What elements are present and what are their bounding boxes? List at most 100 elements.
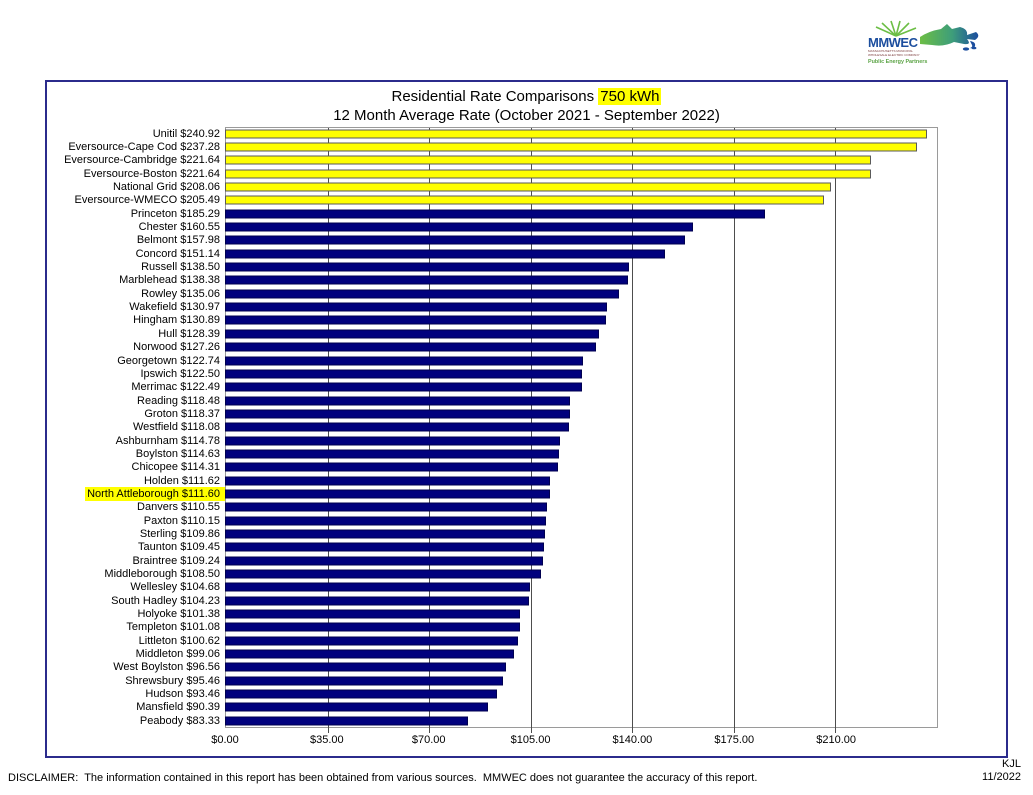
bar-row: Braintree $109.24 xyxy=(47,554,939,567)
bar xyxy=(225,222,693,232)
bar-row: Mansfield $90.39 xyxy=(47,701,939,714)
bar-label: Middleborough $108.50 xyxy=(104,568,220,581)
bar xyxy=(225,529,546,539)
bar-track xyxy=(225,234,939,247)
bar-track xyxy=(225,501,939,514)
bar xyxy=(225,556,544,566)
bar-label: Wellesley $104.68 xyxy=(130,581,220,594)
bar xyxy=(225,289,619,299)
sun-rays-icon xyxy=(875,20,917,37)
bar xyxy=(225,702,489,712)
bar-track xyxy=(225,167,939,180)
bar-label: Shrewsbury $95.46 xyxy=(125,674,220,687)
bar xyxy=(225,369,582,379)
bar-track xyxy=(225,554,939,567)
footer-date: 11/2022 xyxy=(982,771,1021,783)
bar-label: North Attleborough $111.60 xyxy=(85,486,225,501)
bar-track xyxy=(225,634,939,647)
bar xyxy=(225,542,544,552)
x-axis-label: $140.00 xyxy=(612,734,653,746)
bar-row: National Grid $208.06 xyxy=(47,180,939,193)
bar xyxy=(225,396,571,406)
bar-track xyxy=(225,367,939,380)
bar-label: Eversource-Cambridge $221.64 xyxy=(64,154,220,167)
bar-row: Chester $160.55 xyxy=(47,220,939,233)
bar-label: Concord $151.14 xyxy=(135,247,220,260)
bar xyxy=(225,209,765,219)
bar-label: West Boylston $96.56 xyxy=(113,661,220,674)
bar-label: Ipswich $122.50 xyxy=(140,367,221,380)
bar-track xyxy=(225,220,939,233)
bar-rows: Unitil $240.92 Eversource-Cape Cod $237.2… xyxy=(47,127,939,728)
island-icon xyxy=(962,47,970,51)
bar-track xyxy=(225,607,939,620)
bar xyxy=(225,689,498,699)
bar-label: Hudson $93.46 xyxy=(145,688,220,701)
bar-label: Wakefield $130.97 xyxy=(129,301,220,314)
bar-row: Boylston $114.63 xyxy=(47,447,939,460)
bar xyxy=(225,489,551,499)
bar-row: Eversource-WMECO $205.49 xyxy=(47,194,939,207)
massachusetts-map-icon xyxy=(920,24,979,46)
bar xyxy=(225,356,583,366)
bar-row: Middleton $99.06 xyxy=(47,647,939,660)
bar xyxy=(225,516,546,526)
bar xyxy=(225,636,519,646)
bar-label: Norwood $127.26 xyxy=(133,341,220,354)
bar-track xyxy=(225,300,939,313)
bar-label: Ashburnham $114.78 xyxy=(115,434,220,447)
bar-track xyxy=(225,127,939,140)
bar-track xyxy=(225,541,939,554)
bar-row: Unitil $240.92 xyxy=(47,127,939,140)
bar-track xyxy=(225,154,939,167)
bar-label: Taunton $109.45 xyxy=(138,541,220,554)
bar-label: Boylston $114.63 xyxy=(135,447,220,460)
bar-track xyxy=(225,527,939,540)
bar-row: Paxton $110.15 xyxy=(47,514,939,527)
bar xyxy=(225,502,548,512)
x-axis-label: $0.00 xyxy=(211,734,239,746)
bar-row: Templeton $101.08 xyxy=(47,621,939,634)
bar-track xyxy=(225,394,939,407)
bar xyxy=(225,662,507,672)
bar-row: Eversource-Cape Cod $237.28 xyxy=(47,140,939,153)
bar-label: Mansfield $90.39 xyxy=(136,701,220,714)
mmwec-logo-graphic: MMWEC MASSACHUSETTS MUNICIPAL WHOLESALE … xyxy=(868,20,979,65)
bar-track xyxy=(225,647,939,660)
x-axis-label: $175.00 xyxy=(714,734,755,746)
bar-label: Russell $138.50 xyxy=(141,261,220,274)
bar-row: Hudson $93.46 xyxy=(47,687,939,700)
bar-track xyxy=(225,687,939,700)
bar xyxy=(225,582,531,592)
bar-label: Danvers $110.55 xyxy=(137,501,220,514)
bar-track xyxy=(225,381,939,394)
bar xyxy=(225,169,871,179)
bar-label: Hull $128.39 xyxy=(158,327,220,340)
bar-row: Holden $111.62 xyxy=(47,474,939,487)
bar xyxy=(225,476,551,486)
footer-credit: KJL 11/2022 xyxy=(982,758,1021,784)
bar-label: Sterling $109.86 xyxy=(139,527,220,540)
x-axis-label: $35.00 xyxy=(310,734,344,746)
bar-row: Sterling $109.86 xyxy=(47,527,939,540)
bar xyxy=(225,195,824,205)
bar-row: Groton $118.37 xyxy=(47,407,939,420)
bar-row: Eversource-Boston $221.64 xyxy=(47,167,939,180)
x-axis-label: $105.00 xyxy=(510,734,551,746)
bar-label: Reading $118.48 xyxy=(137,394,220,407)
bar-row: Ipswich $122.50 xyxy=(47,367,939,380)
bar xyxy=(225,262,629,272)
bar-track xyxy=(225,194,939,207)
bar-label: Hingham $130.89 xyxy=(133,314,220,327)
x-axis: $0.00 $35.00 $70.00 $105.00 $140.00 $175.00 $2… xyxy=(211,734,938,750)
bar-row: North Attleborough $111.60 xyxy=(47,486,939,501)
bar-row: Marblehead $138.38 xyxy=(47,274,939,287)
bar-label: Marblehead $138.38 xyxy=(119,274,220,287)
bar-label: Holden $111.62 xyxy=(143,474,220,487)
bar-row: Ashburnham $114.78 xyxy=(47,434,939,447)
bar-track xyxy=(225,594,939,607)
bar xyxy=(225,275,629,285)
x-axis-label: $210.00 xyxy=(816,734,857,746)
bar-track xyxy=(225,487,939,500)
bar xyxy=(225,409,570,419)
